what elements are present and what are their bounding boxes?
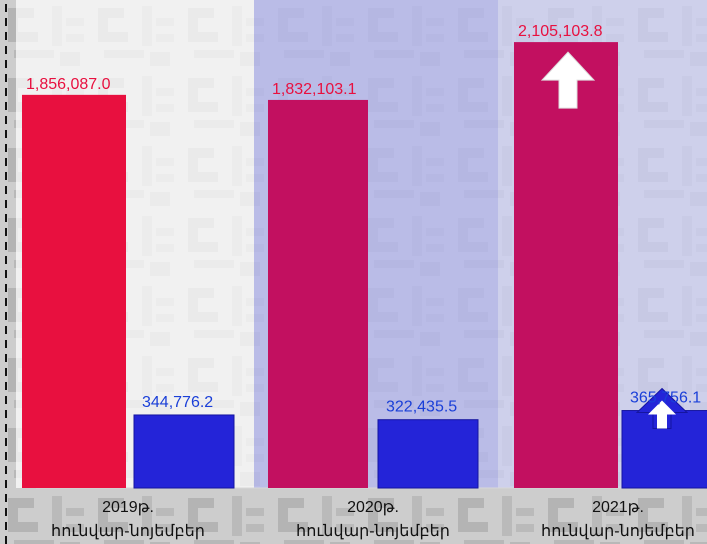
bars-layer — [22, 42, 707, 489]
up-arrow-icon — [648, 400, 676, 429]
up-arrow-icon — [540, 51, 596, 109]
value-label-series2-0: 344,776.2 — [142, 394, 213, 411]
x-axis-labels: 2019թ. հունվար-նոյեմբեր 2020թ. հունվար-նոյե… — [51, 499, 695, 540]
value-labels-layer: 1,856,087.0 344,776.2 1,832,103.1 322,435.5… — [26, 23, 701, 416]
x-label-period-2: հունվար-նոյեմբեր — [541, 523, 695, 540]
value-label-series2-1: 322,435.5 — [386, 399, 457, 416]
x-label-period-0: հունվար-նոյեմբեր — [51, 523, 205, 540]
bar-series1-2 — [514, 42, 618, 489]
value-label-series1-2: 2,105,103.8 — [518, 23, 603, 40]
arrows-layer — [540, 51, 689, 430]
bar-series2-0 — [133, 414, 235, 489]
x-label-year-2: 2021թ. — [592, 499, 644, 516]
value-label-series2-2: 365,756.1 — [630, 390, 701, 407]
bar-series1-0 — [22, 94, 126, 489]
value-label-series1-1: 1,832,103.1 — [272, 81, 357, 98]
bar-series1-1 — [268, 99, 368, 489]
x-label-year-1: 2020թ. — [347, 499, 399, 516]
value-label-series1-0: 1,856,087.0 — [26, 76, 111, 93]
x-label-period-1: հունվար-նոյեմբեր — [296, 523, 450, 540]
x-label-year-0: 2019թ. — [102, 499, 154, 516]
bar-series2-1 — [377, 419, 479, 489]
